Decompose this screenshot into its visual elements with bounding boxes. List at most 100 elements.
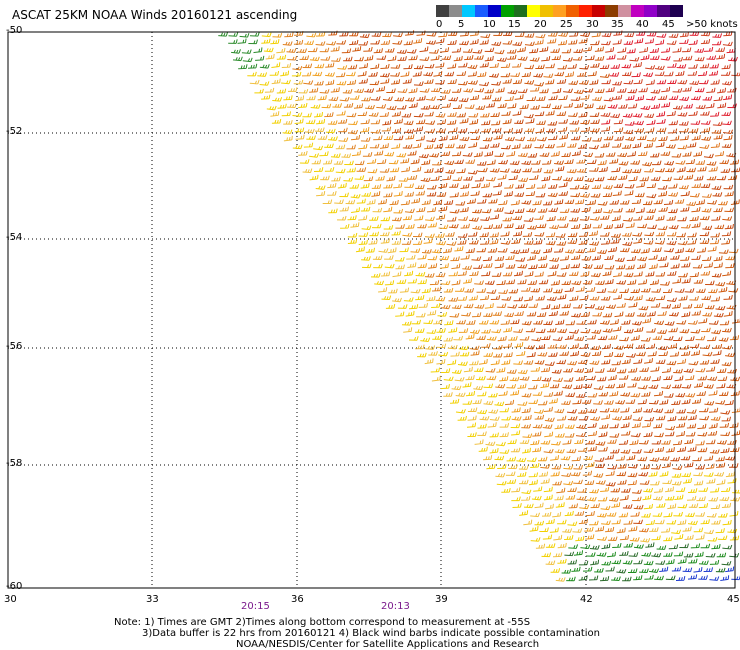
wind-barb [254, 88, 264, 94]
wind-barb [585, 552, 596, 557]
wind-barb [407, 278, 418, 284]
wind-barb [561, 400, 571, 405]
wind-barb [270, 39, 280, 45]
wind-barb [276, 88, 287, 94]
wind-barb [526, 311, 537, 317]
wind-barb [677, 144, 688, 150]
wind-barb [354, 88, 365, 94]
wind-barb [377, 159, 387, 165]
wind-barb [452, 176, 463, 181]
wind-barb [677, 112, 688, 117]
wind-barb [625, 136, 636, 142]
wind-barb [569, 329, 580, 334]
wind-barb [534, 81, 545, 87]
wind-barb [651, 376, 661, 382]
wind-barb [665, 425, 676, 431]
wind-barb [637, 384, 648, 390]
wind-barb [568, 112, 578, 117]
wind-barb [684, 288, 695, 293]
wind-barb [693, 566, 703, 573]
wind-barb [436, 192, 447, 197]
wind-barb [454, 377, 465, 382]
wind-barb [577, 409, 588, 414]
wind-barb [287, 55, 298, 61]
wind-barb [583, 152, 594, 158]
wind-barb [365, 247, 376, 253]
wind-barb [611, 360, 622, 366]
wind-barb [513, 270, 523, 277]
wind-barb [587, 392, 598, 398]
wind-barb [590, 193, 601, 198]
wind-barb [314, 80, 324, 86]
wind-barb [579, 65, 590, 70]
wind-barb [467, 71, 477, 77]
wind-barb [724, 223, 734, 230]
wind-barb [360, 137, 371, 142]
wind-barb [407, 150, 417, 156]
wind-barb [689, 80, 700, 86]
wind-barb [472, 225, 483, 230]
wind-barb [364, 88, 375, 93]
wind-barb [582, 223, 592, 230]
wind-barb [517, 263, 528, 269]
wind-barb [561, 568, 572, 574]
wind-barb [628, 526, 638, 532]
wind-barb [599, 407, 610, 413]
wind-barb [512, 78, 523, 85]
wind-barb [714, 472, 725, 477]
wind-barb [517, 369, 528, 375]
wind-barb [594, 457, 605, 462]
wind-barb [554, 408, 565, 414]
wind-barb [388, 159, 399, 165]
wind-barb [646, 183, 657, 189]
wind-barb [693, 471, 703, 477]
wind-barb [448, 297, 459, 302]
wind-barb [480, 216, 491, 221]
wind-barb [241, 49, 252, 54]
wind-barb [451, 304, 462, 310]
wind-barb [463, 88, 474, 93]
wind-barb [477, 409, 488, 415]
wind-barb [705, 102, 715, 109]
wind-barb [442, 175, 452, 181]
wind-barb [384, 48, 395, 53]
wind-barb [677, 446, 687, 453]
wind-barb [592, 350, 602, 356]
wind-barb [380, 78, 390, 84]
wind-barb [555, 166, 565, 172]
wind-barb [501, 110, 511, 116]
wind-barb [632, 61, 642, 68]
wind-barb [395, 311, 405, 317]
wind-barb [613, 207, 623, 213]
wind-barb [701, 295, 712, 301]
wind-barb [565, 392, 576, 398]
wind-barb [723, 310, 733, 317]
wind-barb [683, 174, 694, 180]
wind-barb [727, 175, 738, 181]
wind-barb [420, 177, 431, 182]
wind-barb [587, 446, 597, 452]
wind-barb [410, 158, 420, 165]
wind-barb [677, 240, 688, 246]
wind-barb [541, 511, 552, 517]
wind-barb [489, 238, 499, 245]
wind-barb [679, 96, 690, 102]
wind-barb [576, 168, 587, 173]
wind-barb [388, 288, 398, 294]
wind-barb [528, 303, 539, 308]
wind-barb [667, 62, 677, 68]
wind-barb [717, 368, 727, 373]
wind-barb [585, 461, 595, 468]
wind-barb [466, 422, 477, 428]
wind-barb [605, 383, 616, 389]
wind-barb [350, 222, 360, 228]
wind-barb [613, 294, 623, 300]
wind-barb [626, 255, 637, 261]
wind-barb [630, 511, 640, 517]
wind-barb [637, 456, 648, 462]
wind-barb [681, 223, 691, 229]
wind-barb [639, 480, 650, 485]
wind-barb [687, 239, 697, 245]
wind-barb [713, 134, 723, 140]
wind-barb [339, 192, 349, 198]
